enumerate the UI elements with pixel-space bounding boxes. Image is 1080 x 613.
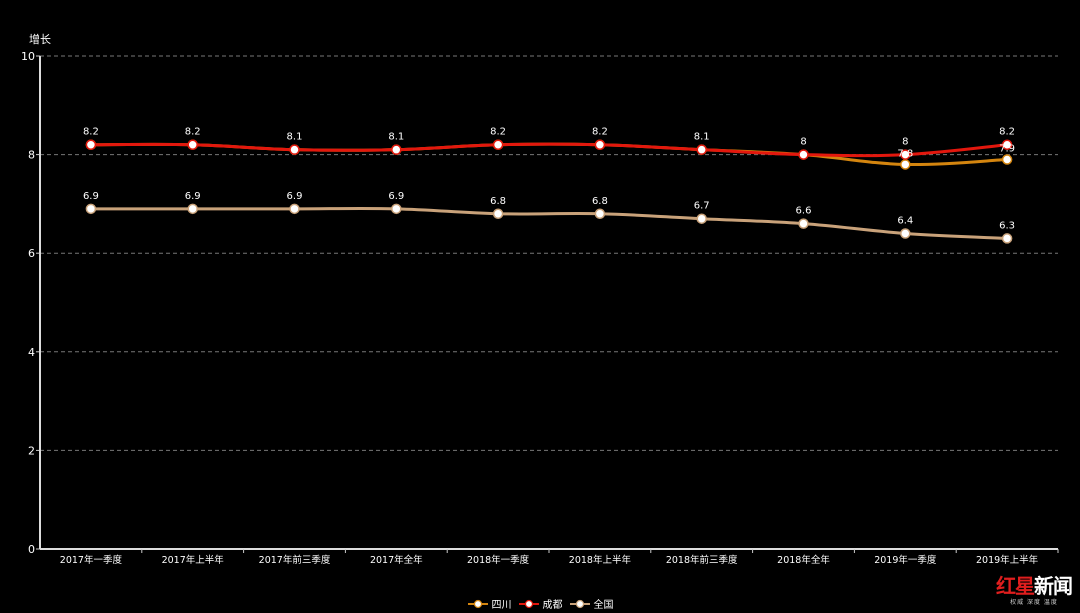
data-label: 8.2 bbox=[490, 127, 506, 138]
legend-item[interactable]: 成都 bbox=[518, 596, 563, 611]
legend: 四川 成都 全国 bbox=[0, 596, 1080, 612]
data-label: 8.1 bbox=[694, 132, 710, 143]
x-tick-label: 2018年上半年 bbox=[569, 554, 632, 566]
watermark-logo: 红星新闻 权威 深度 温度 bbox=[996, 574, 1073, 606]
data-label: 6.3 bbox=[999, 220, 1015, 231]
x-tick-label: 2019年一季度 bbox=[874, 554, 937, 566]
x-tick-label: 2017年前三季度 bbox=[259, 554, 331, 566]
data-point bbox=[594, 139, 606, 150]
legend-marker-icon bbox=[569, 599, 590, 608]
x-tick-label: 2017年全年 bbox=[370, 554, 423, 566]
data-label: 7.8 bbox=[897, 148, 913, 159]
data-point bbox=[85, 203, 97, 215]
x-tick-label: 2017年上半年 bbox=[162, 554, 225, 566]
data-label: 6.6 bbox=[796, 206, 812, 217]
data-label: 8.2 bbox=[83, 127, 99, 138]
legend-label: 四川 bbox=[491, 600, 512, 611]
data-point bbox=[289, 203, 300, 215]
legend-label: 成都 bbox=[542, 600, 563, 611]
data-point bbox=[1001, 139, 1013, 150]
data-label: 6.8 bbox=[592, 196, 608, 207]
y-tick-label: 2 bbox=[28, 444, 35, 457]
data-label: 6.9 bbox=[388, 191, 404, 202]
data-point bbox=[391, 203, 402, 215]
data-label: 6.8 bbox=[490, 196, 506, 207]
x-tick-label: 2019年上半年 bbox=[976, 554, 1039, 566]
data-point bbox=[594, 208, 606, 220]
data-label: 6.9 bbox=[287, 191, 303, 202]
y-tick-label: 4 bbox=[28, 346, 35, 359]
data-point bbox=[900, 228, 911, 239]
data-point bbox=[900, 159, 911, 170]
legend-marker-icon bbox=[518, 599, 539, 608]
x-tick-label: 2018年一季度 bbox=[467, 554, 530, 566]
data-point bbox=[492, 139, 504, 150]
x-tick-label: 2017年一季度 bbox=[60, 554, 123, 566]
data-label: 8.1 bbox=[287, 132, 303, 143]
data-point bbox=[85, 139, 97, 150]
x-tick-label: 2018年全年 bbox=[777, 554, 830, 566]
data-point bbox=[798, 218, 809, 229]
data-label: 8.2 bbox=[185, 127, 201, 138]
data-point bbox=[187, 203, 198, 215]
y-tick-label: 0 bbox=[28, 543, 35, 556]
data-label: 6.7 bbox=[694, 201, 710, 212]
data-point bbox=[289, 144, 300, 155]
data-label: 8.1 bbox=[388, 132, 404, 143]
data-label: 8 bbox=[800, 137, 806, 148]
data-label: 6.9 bbox=[185, 191, 201, 202]
series-line bbox=[90, 206, 1008, 240]
data-label: 8.2 bbox=[999, 127, 1015, 138]
data-point bbox=[492, 208, 504, 220]
data-label: 7.9 bbox=[999, 144, 1015, 155]
data-point bbox=[187, 139, 198, 150]
data-point bbox=[696, 213, 707, 224]
y-tick-label: 8 bbox=[28, 149, 35, 162]
data-point bbox=[798, 149, 809, 160]
legend-item[interactable]: 四川 bbox=[467, 596, 512, 611]
legend-item[interactable]: 全国 bbox=[569, 596, 614, 611]
data-label: 6.4 bbox=[897, 215, 913, 226]
data-label: 6.9 bbox=[83, 191, 99, 202]
legend-label: 全国 bbox=[593, 600, 614, 611]
y-tick-label: 6 bbox=[28, 247, 35, 260]
series-line bbox=[90, 142, 1008, 158]
data-point bbox=[696, 144, 707, 155]
y-axis-label: 增长 bbox=[29, 32, 51, 46]
legend-marker-icon bbox=[467, 599, 488, 608]
x-tick-label: 2018年前三季度 bbox=[666, 554, 738, 566]
data-point bbox=[391, 144, 402, 155]
data-point bbox=[1001, 233, 1013, 244]
data-label: 8 bbox=[902, 137, 908, 148]
data-point bbox=[900, 149, 911, 160]
data-label: 8.2 bbox=[592, 127, 608, 138]
y-tick-label: 10 bbox=[21, 50, 35, 63]
data-point bbox=[1001, 154, 1013, 165]
